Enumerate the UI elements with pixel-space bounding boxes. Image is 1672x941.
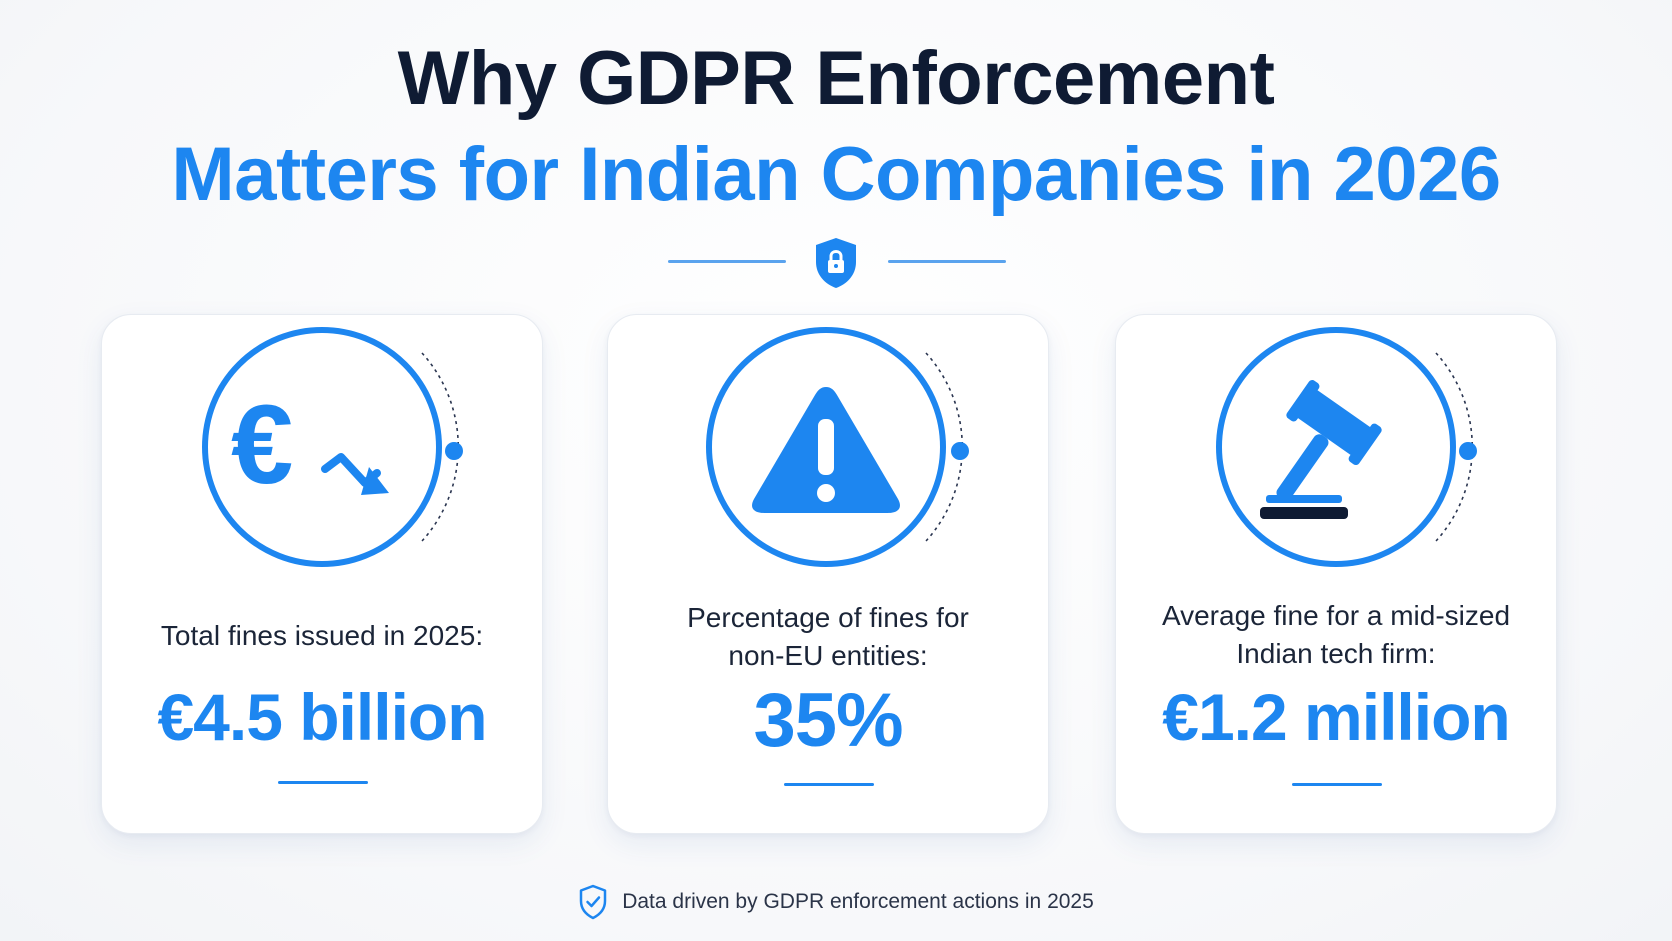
- stat-label: Percentage of fines for non-EU entities:: [628, 599, 1028, 675]
- value-underline: [278, 781, 368, 784]
- divider-line-right: [888, 260, 1006, 263]
- divider-line-left: [668, 260, 786, 263]
- stat-value: €4.5 billion: [157, 680, 487, 754]
- value-underline: [1292, 783, 1382, 786]
- gavel-icon: [1260, 380, 1382, 519]
- stat-label-line-2: non-EU entities:: [728, 640, 928, 671]
- stat-label-line-1: Average fine for a mid-sized: [1161, 600, 1511, 631]
- stat-card-average-fine: Average fine for a mid-sized Indian tech…: [1115, 314, 1557, 834]
- title-divider: [0, 232, 1672, 292]
- stat-label-line-2: Indian tech firm:: [1236, 638, 1436, 669]
- stat-card-total-fines: € Total fines issued in 2025: €4.5 billi…: [101, 314, 543, 834]
- stat-label-line-1: Percentage of fines for: [687, 602, 969, 633]
- footer-text: Data driven by GDPR enforcement actions …: [622, 890, 1094, 913]
- footer: Data driven by GDPR enforcement actions …: [0, 884, 1672, 924]
- stat-label: Average fine for a mid-sized Indian tech…: [1136, 597, 1536, 673]
- stat-value: 35%: [753, 678, 903, 763]
- svg-text:€: €: [231, 383, 293, 507]
- value-underline: [784, 783, 874, 786]
- title-line-1: Why GDPR Enforcement: [397, 36, 1275, 121]
- shield-check-icon: [579, 884, 607, 920]
- shield-lock-icon: [816, 238, 856, 288]
- stat-value: €1.2 million: [1162, 680, 1510, 754]
- euro-down-icon: €: [231, 383, 389, 507]
- warning-triangle-icon: [752, 387, 900, 513]
- icon-ring: [194, 319, 463, 575]
- stat-label-line-1: Total fines issued in 2025:: [160, 620, 484, 651]
- stat-label: Total fines issued in 2025:: [122, 617, 522, 655]
- title-line-2: Matters for Indian Companies in 2026: [171, 132, 1501, 217]
- stat-card-non-eu-percentage: Percentage of fines for non-EU entities:…: [607, 314, 1049, 834]
